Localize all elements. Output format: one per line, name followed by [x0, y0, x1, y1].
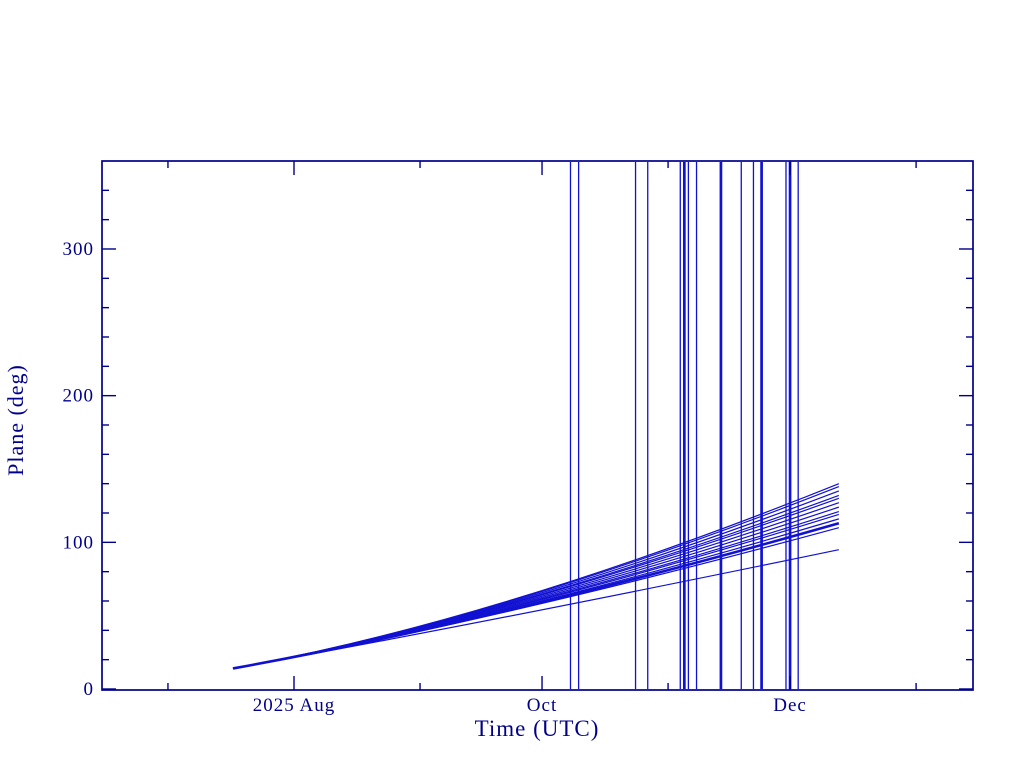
trajectory-line: [232, 490, 840, 670]
y-tick-label: 200: [63, 386, 95, 407]
x-tick-label: 2025 Aug: [253, 695, 335, 716]
y-axis-title: Plane (deg): [3, 364, 28, 476]
trajectory-line: [232, 510, 840, 670]
x-axis-title: Time (UTC): [474, 716, 600, 741]
trajectory-line: [232, 549, 839, 670]
trajectory-line: [232, 513, 840, 670]
trajectory-line: [232, 506, 840, 670]
y-tick-label: 300: [63, 239, 95, 260]
y-tick-label: 0: [84, 679, 95, 700]
trajectory-line: [232, 486, 840, 670]
x-tick-label: Oct: [527, 695, 557, 716]
x-tick-label: Dec: [773, 695, 807, 716]
trajectory-line: [232, 483, 840, 670]
y-tick-label: 100: [63, 532, 95, 553]
trajectory-line: [232, 497, 840, 670]
